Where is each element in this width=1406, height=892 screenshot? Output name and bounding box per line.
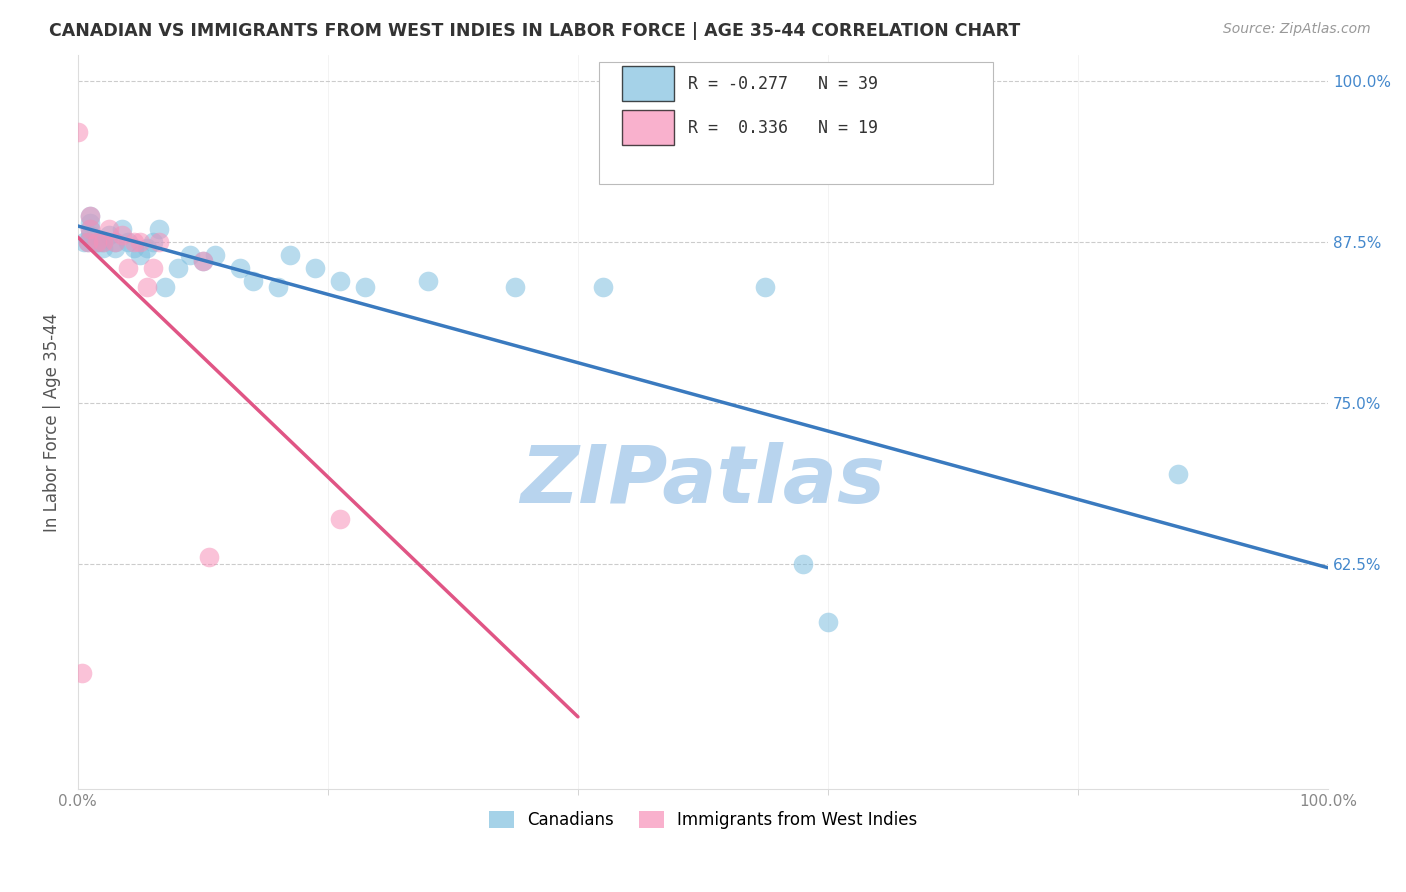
- Point: [91, 235, 114, 249]
- Point: [98, 222, 121, 236]
- Point: [122, 235, 145, 249]
- Point: [329, 512, 352, 526]
- Point: [267, 280, 290, 294]
- Point: [191, 254, 214, 268]
- Point: [79, 209, 101, 223]
- Text: ZIPatlas: ZIPatlas: [520, 442, 886, 520]
- Point: [91, 241, 114, 255]
- Point: [304, 260, 326, 275]
- Text: R = -0.277   N = 39: R = -0.277 N = 39: [688, 75, 877, 93]
- Point: [142, 260, 165, 275]
- Point: [754, 280, 776, 294]
- Point: [104, 235, 127, 249]
- Point: [1167, 467, 1189, 481]
- Point: [155, 280, 177, 294]
- Point: [79, 222, 101, 236]
- Point: [70, 666, 93, 681]
- Point: [792, 557, 814, 571]
- Point: [122, 241, 145, 255]
- Point: [148, 235, 170, 249]
- Point: [148, 222, 170, 236]
- FancyBboxPatch shape: [621, 111, 675, 145]
- Text: CANADIAN VS IMMIGRANTS FROM WEST INDIES IN LABOR FORCE | AGE 35-44 CORRELATION C: CANADIAN VS IMMIGRANTS FROM WEST INDIES …: [49, 22, 1021, 40]
- Point: [242, 273, 264, 287]
- Point: [76, 235, 98, 249]
- Point: [129, 235, 152, 249]
- Legend: Canadians, Immigrants from West Indies: Canadians, Immigrants from West Indies: [482, 805, 924, 836]
- Point: [135, 241, 157, 255]
- Point: [329, 273, 352, 287]
- FancyBboxPatch shape: [621, 66, 675, 102]
- Point: [416, 273, 439, 287]
- Point: [229, 260, 252, 275]
- Point: [110, 228, 132, 243]
- Point: [592, 280, 614, 294]
- Point: [104, 241, 127, 255]
- Point: [354, 280, 377, 294]
- Text: R =  0.336   N = 19: R = 0.336 N = 19: [688, 119, 877, 136]
- Point: [79, 222, 101, 236]
- Point: [198, 550, 221, 565]
- Y-axis label: In Labor Force | Age 35-44: In Labor Force | Age 35-44: [44, 312, 60, 532]
- Point: [98, 228, 121, 243]
- Point: [191, 254, 214, 268]
- Text: Source: ZipAtlas.com: Source: ZipAtlas.com: [1223, 22, 1371, 37]
- Point: [135, 280, 157, 294]
- Point: [204, 248, 226, 262]
- Point: [86, 235, 108, 249]
- Point: [280, 248, 302, 262]
- Point: [76, 235, 98, 249]
- Point: [817, 615, 839, 629]
- Point: [117, 260, 139, 275]
- FancyBboxPatch shape: [599, 62, 993, 184]
- Point: [79, 216, 101, 230]
- Point: [104, 235, 127, 249]
- Point: [117, 235, 139, 249]
- Point: [66, 125, 89, 139]
- Point: [166, 260, 188, 275]
- Point: [129, 248, 152, 262]
- Point: [73, 235, 96, 249]
- Point: [79, 228, 101, 243]
- Point: [91, 235, 114, 249]
- Point: [89, 235, 111, 249]
- Point: [86, 235, 108, 249]
- Point: [179, 248, 201, 262]
- Point: [110, 222, 132, 236]
- Point: [79, 209, 101, 223]
- Point: [142, 235, 165, 249]
- Point: [505, 280, 527, 294]
